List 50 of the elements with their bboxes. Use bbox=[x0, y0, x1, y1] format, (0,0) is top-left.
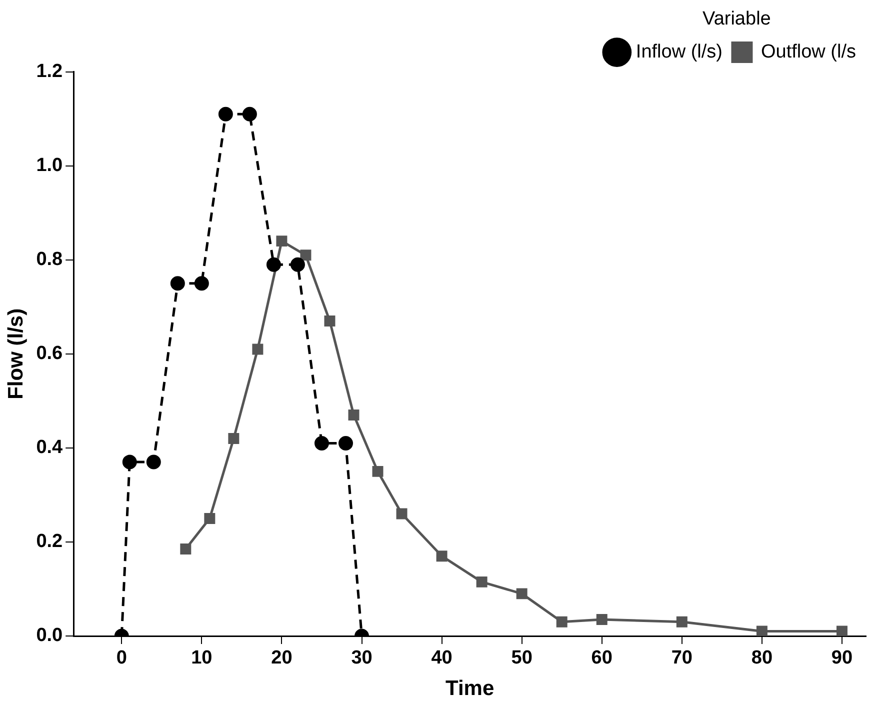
point bbox=[194, 276, 209, 291]
point bbox=[516, 588, 528, 600]
point bbox=[170, 276, 185, 291]
point bbox=[290, 257, 305, 272]
point bbox=[180, 544, 192, 555]
point bbox=[300, 250, 312, 261]
point bbox=[836, 626, 848, 636]
x-tick-label: 90 bbox=[831, 648, 853, 669]
x-tick-label: 70 bbox=[671, 648, 692, 669]
y-tick-label: 0.6 bbox=[36, 343, 63, 364]
point bbox=[242, 106, 257, 122]
point bbox=[276, 236, 288, 247]
point bbox=[556, 616, 568, 628]
x-tick-label: 10 bbox=[191, 648, 212, 669]
point bbox=[436, 550, 448, 562]
point bbox=[122, 454, 137, 470]
point bbox=[218, 106, 233, 122]
x-tick-label: 30 bbox=[351, 648, 372, 669]
x-tick-label: 0 bbox=[116, 648, 127, 669]
x-tick-label: 60 bbox=[591, 648, 612, 669]
legend-label: Inflow (l/s) bbox=[636, 42, 722, 63]
point bbox=[756, 626, 768, 636]
x-axis-title: Time bbox=[445, 677, 494, 700]
point bbox=[314, 436, 329, 450]
point bbox=[676, 616, 688, 628]
legend-title: Variable bbox=[702, 8, 771, 30]
point bbox=[324, 315, 336, 326]
point bbox=[396, 508, 408, 520]
point bbox=[266, 257, 281, 272]
x-tick-label: 50 bbox=[511, 648, 532, 669]
y-tick-label: 1.0 bbox=[36, 155, 63, 176]
legend-label: Outflow (l/s bbox=[760, 42, 856, 63]
x-tick-label: 20 bbox=[271, 648, 292, 669]
point bbox=[204, 512, 216, 524]
y-tick-label: 0.0 bbox=[36, 625, 63, 646]
point bbox=[146, 454, 161, 470]
point bbox=[348, 410, 360, 421]
point bbox=[338, 436, 353, 450]
y-tick-label: 0.4 bbox=[36, 437, 64, 458]
point bbox=[476, 576, 488, 588]
y-tick-label: 0.8 bbox=[36, 249, 63, 270]
point bbox=[596, 614, 608, 626]
y-tick-label: 0.2 bbox=[36, 531, 63, 552]
point bbox=[228, 433, 240, 444]
x-tick-label: 40 bbox=[431, 648, 452, 669]
x-tick-label: 80 bbox=[751, 648, 773, 669]
y-tick-label: 1.2 bbox=[36, 61, 63, 82]
point bbox=[252, 344, 264, 355]
point bbox=[372, 466, 384, 477]
y-axis-title: Flow (l/s) bbox=[4, 308, 28, 400]
